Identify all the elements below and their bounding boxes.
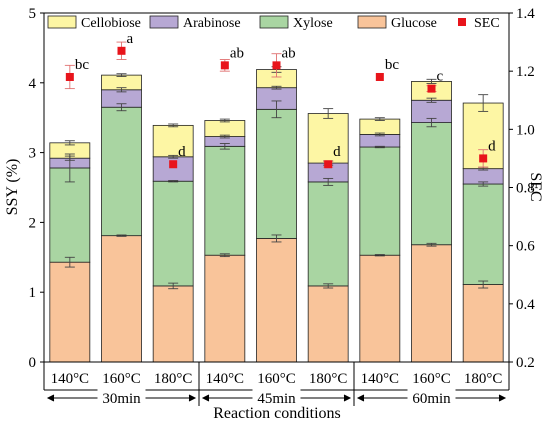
legend-label: Glucose bbox=[391, 16, 437, 31]
sec-significance-label: ab bbox=[282, 45, 296, 61]
bar-xylose bbox=[411, 122, 452, 246]
bar-glucose bbox=[256, 238, 297, 363]
axes-layer: 0 1 2 3 4 5 0.2 0.4 0.6 0.8 1.0 1.2 1.4 140°C 160°C 180… bbox=[29, 6, 535, 407]
bar-glucose bbox=[204, 254, 246, 363]
bar-glucose bbox=[101, 235, 142, 363]
group-bracket-arrow bbox=[46, 394, 55, 402]
bar-xylose bbox=[307, 181, 349, 287]
bar-glucose bbox=[411, 244, 452, 363]
bar-arabinose bbox=[359, 134, 401, 148]
x-axis-title: Reaction conditions bbox=[213, 405, 341, 422]
y-tick-label: 2 bbox=[29, 215, 37, 231]
sec-point bbox=[220, 61, 229, 70]
bar-cellobiose bbox=[359, 118, 401, 135]
bar-glucose bbox=[49, 261, 91, 363]
y2-tick-label: 0.4 bbox=[516, 297, 535, 313]
y-axis-title: SSY (%) bbox=[4, 159, 21, 216]
x-category-label: 140°C bbox=[206, 371, 245, 387]
legend-label: Cellobiose bbox=[81, 16, 141, 31]
error-bars-layer bbox=[64, 66, 489, 290]
y2-tick-label: 1.0 bbox=[516, 122, 535, 138]
sec-point bbox=[427, 84, 436, 93]
bar-glucose bbox=[152, 285, 194, 363]
sec-significance-label: d bbox=[333, 144, 341, 160]
sec-significance-label: d bbox=[488, 138, 496, 154]
y-tick-label: 5 bbox=[29, 6, 37, 22]
y2-tick-label: 0.8 bbox=[516, 181, 535, 197]
bar-xylose bbox=[462, 183, 504, 285]
sec-point bbox=[272, 61, 281, 70]
group-label-bg bbox=[97, 389, 146, 407]
group-label: 60min bbox=[412, 391, 451, 407]
x-category-label: 160°C bbox=[257, 371, 296, 387]
x-category-label: 180°C bbox=[464, 371, 503, 387]
sec-significance-label: d bbox=[178, 144, 186, 160]
sec-point bbox=[65, 72, 74, 81]
bar-xylose bbox=[101, 106, 142, 237]
sec-point bbox=[375, 72, 384, 81]
sec-significance-label: ab bbox=[230, 45, 244, 61]
sec-point bbox=[324, 160, 333, 169]
bar-glucose bbox=[307, 285, 349, 363]
y2-axis-title: SEC bbox=[527, 172, 544, 201]
legend-swatch-xylose bbox=[259, 15, 289, 29]
group-label: 30min bbox=[102, 391, 141, 407]
x-category-label: 160°C bbox=[412, 371, 451, 387]
x-category-label: 140°C bbox=[361, 371, 400, 387]
bar-xylose bbox=[256, 108, 297, 239]
legend: Cellobiose Arabinose Xylose Glucose SEC bbox=[47, 15, 500, 31]
sec-layer: bc a d ab ab d bc c d bbox=[64, 31, 496, 169]
group-bracket-arrow bbox=[356, 394, 365, 402]
legend-swatch-cellobiose bbox=[47, 15, 77, 29]
x-category-label: 160°C bbox=[102, 371, 141, 387]
legend-label: Arabinose bbox=[183, 16, 241, 31]
group-bracket-arrow bbox=[188, 394, 197, 402]
y2-tick-label: 0.2 bbox=[516, 355, 535, 371]
sec-point bbox=[479, 154, 488, 163]
x-category-label: 180°C bbox=[154, 371, 193, 387]
y-tick-label: 3 bbox=[29, 146, 37, 162]
sec-significance-label: c bbox=[437, 69, 444, 85]
y2-tick-label: 1.4 bbox=[516, 6, 535, 22]
bar-cellobiose bbox=[152, 124, 194, 158]
legend-swatch-arabinose bbox=[149, 15, 179, 29]
bar-xylose bbox=[204, 145, 246, 256]
sec-significance-label: bc bbox=[75, 57, 90, 73]
group-bracket-arrow bbox=[343, 394, 352, 402]
sec-point bbox=[117, 46, 126, 55]
legend-label: SEC bbox=[474, 16, 500, 31]
bars-layer bbox=[49, 69, 504, 363]
bar-xylose bbox=[49, 167, 91, 263]
sec-significance-label: a bbox=[127, 31, 134, 47]
bar-cellobiose bbox=[204, 120, 246, 137]
bar-glucose bbox=[462, 284, 504, 363]
sec-point bbox=[169, 160, 178, 169]
bar-xylose bbox=[152, 180, 194, 287]
group-label-bg bbox=[407, 389, 456, 407]
legend-label: Xylose bbox=[293, 16, 333, 31]
x-category-label: 180°C bbox=[309, 371, 348, 387]
bar-xylose bbox=[359, 146, 401, 256]
bar-glucose bbox=[359, 254, 401, 363]
bar-cellobiose bbox=[307, 113, 349, 164]
legend-swatch-sec bbox=[458, 18, 466, 26]
sec-significance-label: bc bbox=[385, 57, 400, 73]
group-bracket-arrow bbox=[498, 394, 507, 402]
legend-swatch-glucose bbox=[357, 15, 387, 29]
group-bracket-arrow bbox=[201, 394, 210, 402]
group-label-bg bbox=[252, 389, 301, 407]
x-category-label: 140°C bbox=[51, 371, 90, 387]
y2-tick-label: 0.6 bbox=[516, 239, 535, 255]
y-tick-label: 4 bbox=[29, 76, 37, 92]
y-tick-label: 1 bbox=[29, 285, 37, 301]
y2-tick-label: 1.2 bbox=[516, 64, 535, 80]
y-tick-label: 0 bbox=[29, 355, 37, 371]
group-label: 45min bbox=[257, 391, 296, 407]
